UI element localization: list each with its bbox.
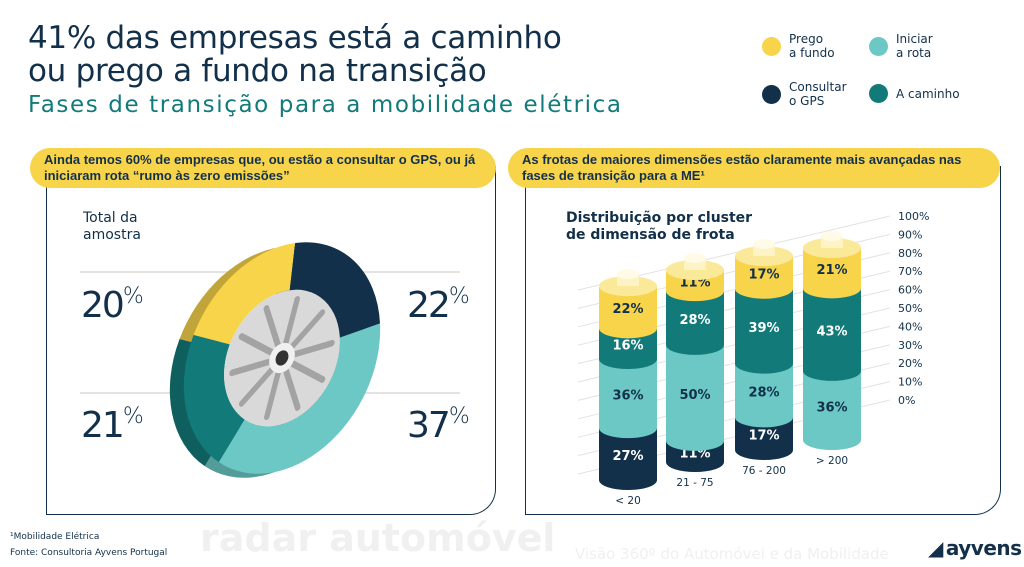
- cluster-label: Distribuição por cluster de dimensão de f…: [566, 210, 753, 243]
- footnote: ¹Mobilidade Elétrica: [10, 532, 100, 542]
- pct-caminho: 21%: [81, 404, 144, 446]
- watermark: radar automóvel: [200, 516, 556, 560]
- ayvens-logo: ◢ ayvens: [928, 536, 1022, 560]
- watermark-subtitle: Visão 360º do Automóvel e da Mobilidade: [575, 545, 889, 563]
- bar-value-label: 28%: [679, 313, 710, 328]
- legend-dot: [869, 36, 888, 56]
- bar-segment: [599, 328, 657, 370]
- bar-segment: [803, 248, 861, 299]
- wheel-spoke: [289, 360, 326, 383]
- bar-segment: [666, 344, 724, 451]
- legend-item-prego: Prego a fundo: [762, 32, 835, 60]
- page-title: 41% das empresas está a caminho ou prego…: [28, 22, 562, 88]
- y-tick-label: 0%: [898, 394, 915, 407]
- right-banner: As frotas de maiores dimensões estão cla…: [508, 148, 1000, 188]
- tire-slice: [183, 334, 245, 463]
- wheel-spoke: [263, 305, 281, 349]
- tire-chart: [169, 242, 381, 478]
- pct-consultar: 22%: [407, 284, 470, 326]
- bar-segment: [735, 363, 793, 428]
- legend: Prego a fundo Iniciar a rota Consultar o GP…: [762, 32, 992, 112]
- y-tick-label: 30%: [898, 339, 922, 352]
- bar-value-label: 36%: [816, 400, 847, 415]
- wheel-spoke: [264, 369, 281, 421]
- y-tick-label: 20%: [898, 357, 922, 370]
- bar-value-label: 27%: [612, 449, 643, 464]
- wheel-spoke: [283, 367, 301, 411]
- bar-value-label: 50%: [679, 388, 710, 403]
- bar-segment: [735, 417, 793, 460]
- y-tick-label: 50%: [898, 302, 922, 315]
- title-line-1: 41% das empresas está a caminho: [28, 20, 562, 56]
- legend-dot: [869, 84, 888, 103]
- left-panel: [46, 166, 496, 515]
- y-tick-label: 100%: [898, 210, 929, 223]
- bar-value-label: 17%: [748, 429, 779, 444]
- wheel-spoke: [289, 309, 326, 350]
- right-panel: [525, 166, 1001, 515]
- tire-slice: [193, 242, 296, 345]
- legend-dot: [762, 36, 781, 56]
- pct-prego: 20%: [81, 284, 144, 326]
- y-tick-label: 10%: [898, 376, 922, 389]
- wheel-spoke: [238, 333, 275, 356]
- bar-segment: [666, 291, 724, 355]
- y-tick-label: 60%: [898, 284, 922, 297]
- wheel-spoke: [283, 295, 300, 347]
- page-subtitle: Fases de transição para a mobilidade elé…: [28, 92, 623, 118]
- left-banner: Ainda temos 60% de empresas que, ou estã…: [30, 148, 496, 188]
- bar-segment: [735, 256, 793, 299]
- tire-slice: [289, 242, 381, 338]
- y-tick-label: 70%: [898, 265, 922, 278]
- wheel-spoke: [229, 358, 272, 377]
- legend-item-iniciar: Iniciar a rota: [869, 32, 933, 60]
- wheel-spoke: [292, 339, 335, 358]
- tire-slice: [218, 323, 381, 474]
- category-label: 76 - 200: [742, 465, 786, 477]
- y-tick-label: 40%: [898, 320, 922, 333]
- wheel-spoke: [238, 366, 275, 407]
- bar-value-label: 17%: [748, 267, 779, 282]
- source: Fonte: Consultoria Ayvens Portugal: [10, 548, 168, 558]
- category-label: 21 - 75: [676, 477, 713, 489]
- bar-segment: [599, 286, 657, 339]
- bar-segment: [735, 288, 793, 374]
- legend-dot: [762, 84, 781, 104]
- bar-value-label: 28%: [748, 385, 779, 400]
- title-line-2: ou prego a fundo na transição: [28, 53, 487, 89]
- wheel-hub: [275, 350, 289, 366]
- pct-iniciar: 37%: [407, 404, 470, 446]
- legend-item-consultar: Consultar o GPS: [762, 80, 847, 108]
- bar-segment: [599, 359, 657, 439]
- bar-value-label: 21%: [816, 263, 847, 278]
- bar-value-label: 43%: [816, 325, 847, 340]
- category-label: > 200: [816, 455, 848, 467]
- category-label: < 20: [615, 495, 641, 507]
- bar-segment: [599, 428, 657, 490]
- ayvens-mark-icon: ◢: [928, 536, 943, 560]
- y-tick-label: 90%: [898, 228, 922, 241]
- bar-value-label: 22%: [612, 302, 643, 317]
- sample-label: Total da amostra: [83, 210, 141, 243]
- legend-item-caminho: A caminho: [869, 84, 960, 103]
- bar-segment: [803, 288, 861, 381]
- bar-value-label: 36%: [612, 389, 643, 404]
- bar-segment: [803, 370, 861, 450]
- y-tick-label: 80%: [898, 247, 922, 260]
- bar-value-label: 16%: [612, 339, 643, 354]
- bar-value-label: 39%: [748, 321, 779, 336]
